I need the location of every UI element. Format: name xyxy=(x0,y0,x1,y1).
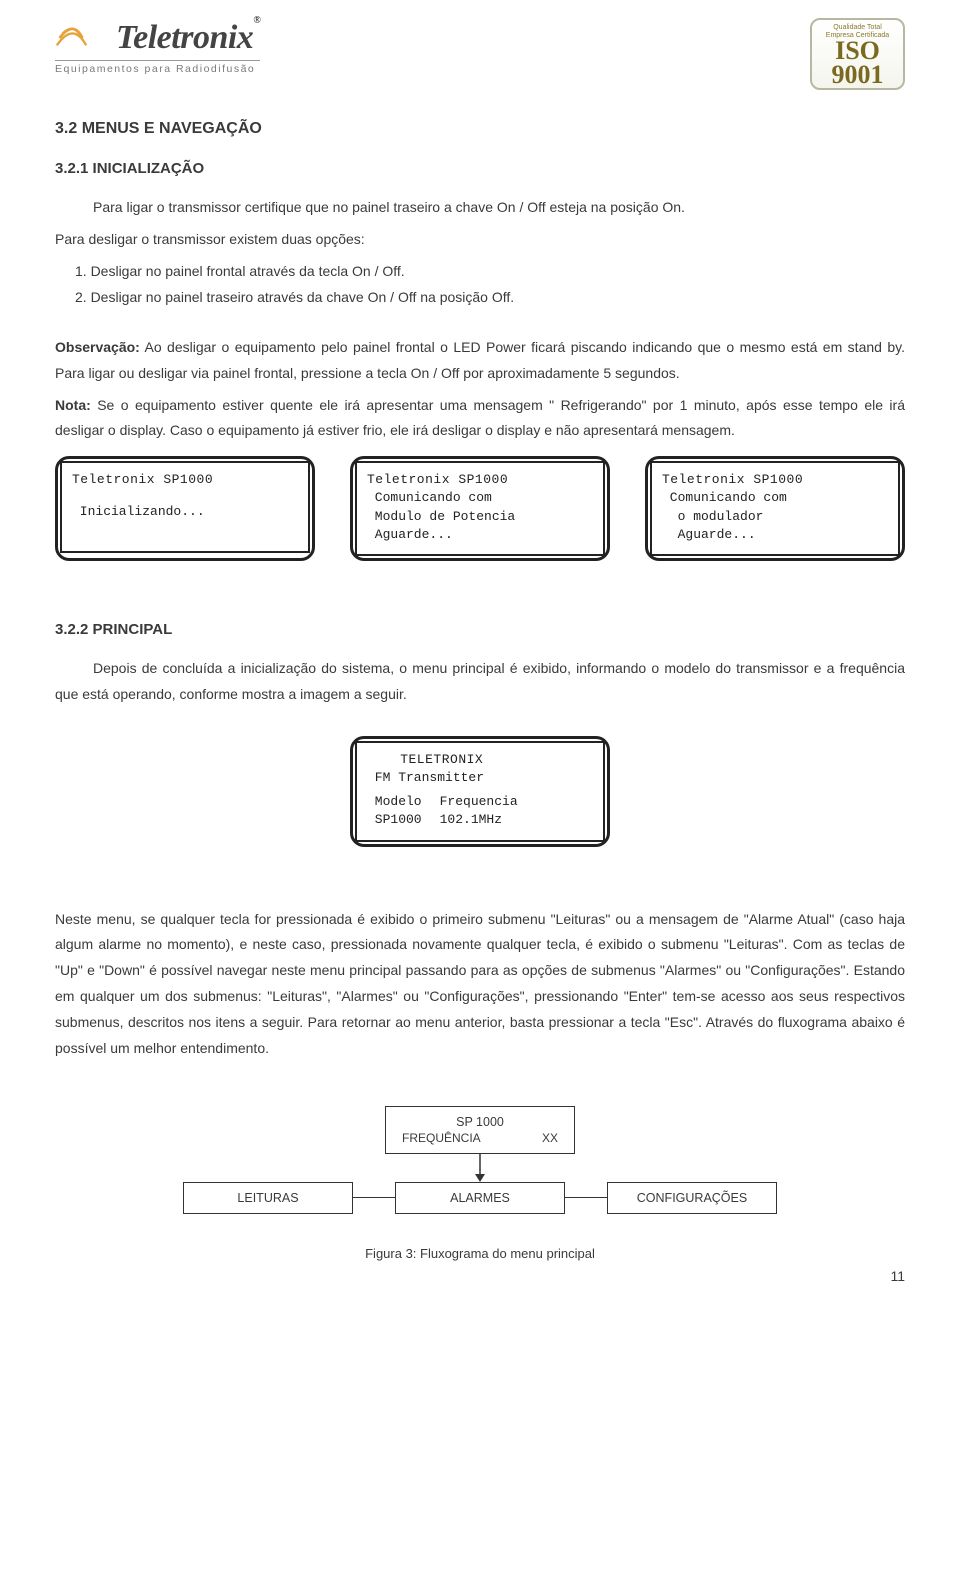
paragraph-4: Neste menu, se qualquer tecla for pressi… xyxy=(55,907,905,1062)
lcd4-line1: TELETRONIX xyxy=(367,751,593,769)
lcd2-line3: Modulo de Potencia xyxy=(367,508,593,526)
paragraph-2: Para desligar o transmissor existem duas… xyxy=(55,227,905,253)
lcd3-line4: Aguarde... xyxy=(662,526,888,544)
page-header: Teletronix® Equipamentos para Radiodifus… xyxy=(55,18,905,90)
nota-body: Se o equipamento estiver quente ele irá … xyxy=(55,397,905,439)
list-item-1: 1. Desligar no painel frontal através da… xyxy=(75,259,905,285)
flow-top-freq-label: FREQUÊNCIA xyxy=(402,1131,481,1145)
flow-top-freq-value: XX xyxy=(542,1131,558,1145)
lcd4-col1a: Modelo xyxy=(367,793,422,811)
obs-body: Ao desligar o equipamento pelo painel fr… xyxy=(55,339,905,381)
figure-caption: Figura 3: Fluxograma do menu principal xyxy=(55,1242,905,1266)
flow-box-top: SP 1000 FREQUÊNCIA XX xyxy=(385,1106,575,1154)
logo-subtitle: Equipamentos para Radiodifusão xyxy=(55,60,260,75)
lcd4-col1b: SP1000 xyxy=(367,811,422,829)
nota-label: Nota: xyxy=(55,397,91,413)
lcd2-line1: Teletronix SP1000 xyxy=(367,471,593,489)
obs-label: Observação: xyxy=(55,339,140,355)
observation-paragraph: Observação: Ao desligar o equipamento pe… xyxy=(55,335,905,387)
lcd2-line4: Aguarde... xyxy=(367,526,593,544)
flowchart: SP 1000 FREQUÊNCIA XX LEITURAS ALARMES C… xyxy=(55,1106,905,1214)
lcd1-line1: Teletronix SP1000 xyxy=(72,471,298,489)
section-3-2-2-title: 3.2.2 PRINCIPAL xyxy=(55,621,905,638)
lcd2-line2: Comunicando com xyxy=(367,489,593,507)
flow-connector-1 xyxy=(353,1197,395,1198)
lcd3-line2: Comunicando com xyxy=(662,489,888,507)
iso-top1: Qualidade Total xyxy=(820,24,895,32)
lcd-display-1: Teletronix SP1000 Inicializando... xyxy=(55,456,315,561)
section-3-2-1-title: 3.2.1 INICIALIZAÇÃO xyxy=(55,160,905,177)
flow-arrow-down-icon xyxy=(473,1154,487,1182)
flow-box-configuracoes: CONFIGURAÇÕES xyxy=(607,1182,777,1214)
note-paragraph: Nota: Se o equipamento estiver quente el… xyxy=(55,393,905,445)
list-item-2: 2. Desligar no painel traseiro através d… xyxy=(75,285,905,311)
lcd-row-init: Teletronix SP1000 Inicializando... Telet… xyxy=(55,456,905,561)
lcd4-col2a: Frequencia xyxy=(440,793,518,811)
flow-top-line1: SP 1000 xyxy=(456,1115,504,1129)
section-3-2-title: 3.2 MENUS E NAVEGAÇÃO xyxy=(55,120,905,138)
logo-name: Teletronix® xyxy=(116,19,260,57)
paragraph-1: Para ligar o transmissor certifique que … xyxy=(55,195,905,221)
lcd3-line1: Teletronix SP1000 xyxy=(662,471,888,489)
flow-box-alarmes: ALARMES xyxy=(395,1182,565,1214)
flow-connector-2 xyxy=(565,1197,607,1198)
lcd4-line2: FM Transmitter xyxy=(367,769,593,787)
numbered-list: 1. Desligar no painel frontal através da… xyxy=(75,259,905,311)
flow-row-submenus: LEITURAS ALARMES CONFIGURAÇÕES xyxy=(183,1182,777,1214)
lcd1-line2: Inicializando... xyxy=(72,503,298,521)
lcd-display-4: TELETRONIX FM Transmitter Modelo SP1000 … xyxy=(350,736,610,847)
lcd-display-3: Teletronix SP1000 Comunicando com o modu… xyxy=(645,456,905,561)
lcd-row-principal: TELETRONIX FM Transmitter Modelo SP1000 … xyxy=(55,736,905,847)
iso-badge: Qualidade Total Empresa Certificada ISO … xyxy=(810,18,905,90)
iso-number: 9001 xyxy=(820,63,895,86)
lcd3-line3: o modulador xyxy=(662,508,888,526)
lcd-display-2: Teletronix SP1000 Comunicando com Modulo… xyxy=(350,456,610,561)
page-number: 11 xyxy=(890,1268,905,1284)
flow-box-leituras: LEITURAS xyxy=(183,1182,353,1214)
company-logo: Teletronix® Equipamentos para Radiodifus… xyxy=(55,18,260,75)
logo-wave-icon xyxy=(55,18,110,58)
paragraph-3: Depois de concluída a inicialização do s… xyxy=(55,656,905,708)
lcd4-col2b: 102.1MHz xyxy=(440,811,518,829)
